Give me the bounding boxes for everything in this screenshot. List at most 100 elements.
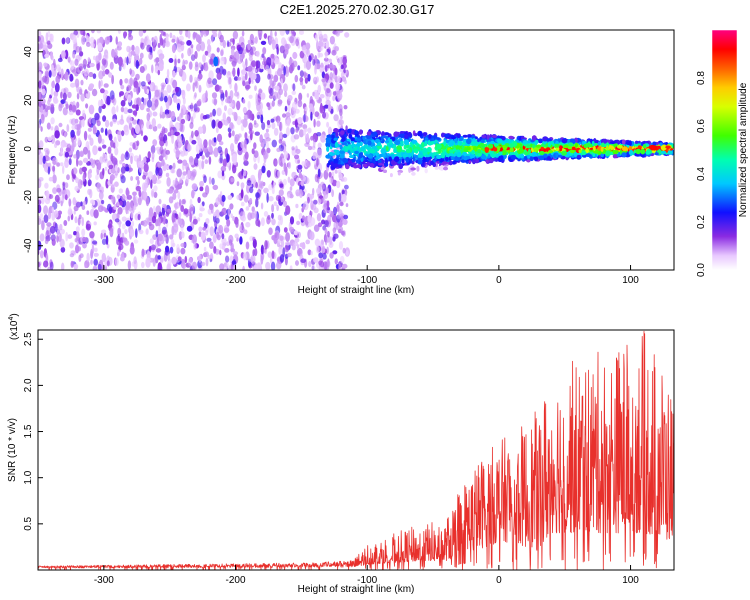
spectrogram-cell bbox=[174, 58, 177, 67]
spectrogram-cell bbox=[61, 262, 65, 270]
spectrogram-cell bbox=[61, 50, 66, 59]
spectrogram-cell bbox=[176, 243, 180, 253]
spectrogram-cell bbox=[152, 205, 156, 213]
snr-y-scale-prefix: (x10 bbox=[9, 320, 20, 340]
spectrogram-cell bbox=[70, 129, 75, 138]
spectrogram-cell bbox=[52, 187, 58, 195]
spectrogram-cell bbox=[443, 140, 447, 145]
snr-y-scale-base: (x104) bbox=[8, 313, 20, 340]
spectrogram-cell bbox=[279, 130, 283, 141]
spectrogram-cell bbox=[135, 176, 140, 181]
spectrogram-cell bbox=[285, 205, 291, 216]
spectrogram-cell bbox=[129, 77, 134, 87]
spectrogram-cell bbox=[158, 53, 165, 60]
spectrogram-cell bbox=[308, 55, 312, 63]
spectrogram-cell bbox=[371, 158, 376, 164]
spectrogram-cell bbox=[300, 180, 305, 187]
spectrogram-cell bbox=[168, 58, 174, 63]
spectrogram-cell bbox=[76, 92, 80, 100]
spectrogram-cell bbox=[56, 234, 59, 243]
spectrogram-cell bbox=[600, 142, 605, 148]
spectrogram-cell bbox=[323, 57, 329, 62]
spectrogram-cell bbox=[390, 173, 393, 178]
spectrogram-cell bbox=[304, 77, 308, 84]
spectrogram-cell bbox=[211, 92, 218, 99]
spectrogram-cell bbox=[307, 73, 311, 82]
spectrogram-cell bbox=[403, 134, 408, 139]
spectrogram-cell bbox=[189, 122, 194, 129]
spectrogram-cell bbox=[273, 201, 278, 207]
spectrogram-cell bbox=[230, 143, 235, 152]
spectrogram-cell bbox=[152, 139, 158, 147]
spectrogram-cell bbox=[529, 156, 534, 162]
spectrogram-cell bbox=[50, 117, 55, 125]
spectrogram-cell bbox=[236, 181, 240, 187]
spectrogram-cell bbox=[73, 263, 79, 270]
spectrogram-cell bbox=[75, 226, 80, 233]
spectrogram-cell bbox=[120, 114, 124, 122]
spectrogram-cell bbox=[203, 64, 209, 72]
spectrogram-cell bbox=[576, 154, 582, 159]
spectrogram-cell bbox=[173, 223, 179, 233]
spectrogram-cell bbox=[272, 80, 275, 90]
spectrogram-cell bbox=[306, 132, 309, 143]
spectrogram-cell bbox=[55, 64, 61, 72]
spectrogram-cell bbox=[249, 197, 253, 204]
spectrogram-cell bbox=[338, 192, 342, 203]
spectrogram-cell bbox=[248, 94, 253, 99]
spectrogram-cell bbox=[491, 134, 498, 138]
spectrogram-cell bbox=[125, 220, 131, 227]
spectrogram-cell bbox=[274, 160, 278, 167]
spectrogram-cell bbox=[184, 255, 188, 264]
spectrogram-cell bbox=[260, 180, 264, 189]
spectrogram-cell bbox=[119, 118, 125, 125]
spectrogram-cell bbox=[332, 227, 337, 233]
spectrogram-cell bbox=[314, 34, 319, 42]
spectrogram-cell bbox=[92, 240, 98, 245]
spectrogram-cell bbox=[226, 40, 230, 48]
spectrogram-cell bbox=[114, 257, 119, 266]
spectrogram-cell bbox=[585, 153, 592, 158]
spectrogram-cell bbox=[488, 158, 494, 164]
spectrogram-cell bbox=[48, 176, 54, 182]
spectrogram-cell bbox=[410, 167, 416, 171]
spectrogram-cell bbox=[317, 198, 322, 205]
spectrogram-cell bbox=[540, 146, 544, 150]
spectrogram-cell bbox=[97, 134, 102, 144]
spectrogram-cell bbox=[246, 179, 252, 186]
spectrogram-cell bbox=[151, 152, 155, 160]
spectrogram-cell bbox=[186, 40, 192, 46]
spectrogram-cell bbox=[171, 256, 177, 265]
spectrogram-cell bbox=[233, 76, 239, 81]
spectrogram-cell bbox=[197, 260, 203, 269]
spectrogram-cell bbox=[238, 133, 242, 138]
spectrogram-cell bbox=[477, 149, 482, 154]
spectrogram-cell bbox=[111, 183, 115, 188]
spectrogram-cell bbox=[64, 71, 69, 81]
spectrogram-cell bbox=[267, 251, 272, 258]
spectrogram-cell bbox=[227, 207, 231, 217]
spectrogram-cell bbox=[164, 147, 167, 157]
spectrogram-cell bbox=[109, 174, 115, 181]
spectrogram-cell bbox=[444, 133, 450, 138]
spectrogram-cell bbox=[165, 140, 168, 147]
spectrogram-cell bbox=[98, 80, 101, 90]
spectrogram-cell bbox=[150, 188, 155, 198]
spectrogram-cell bbox=[295, 189, 301, 197]
spectrogram-cell bbox=[132, 191, 137, 196]
spectrogram-cell bbox=[340, 64, 344, 70]
spectrogram-cell bbox=[237, 67, 240, 77]
spectrogram-cell bbox=[163, 215, 166, 225]
spectrogram-cell bbox=[165, 172, 170, 178]
spectrogram-cell bbox=[260, 142, 265, 148]
spectrogram-cell bbox=[462, 134, 468, 138]
spectrogram-cell bbox=[140, 81, 146, 87]
spectrogram-cell bbox=[383, 132, 390, 136]
spectrogram-cell bbox=[247, 65, 253, 72]
spectrogram-cell bbox=[103, 232, 107, 238]
spectrogram-cell bbox=[72, 167, 78, 175]
spectrogram-cell bbox=[302, 215, 305, 222]
spectrogram-cell bbox=[380, 166, 385, 170]
spectrogram-cell bbox=[63, 87, 69, 94]
spectrogram-cell bbox=[289, 36, 294, 44]
